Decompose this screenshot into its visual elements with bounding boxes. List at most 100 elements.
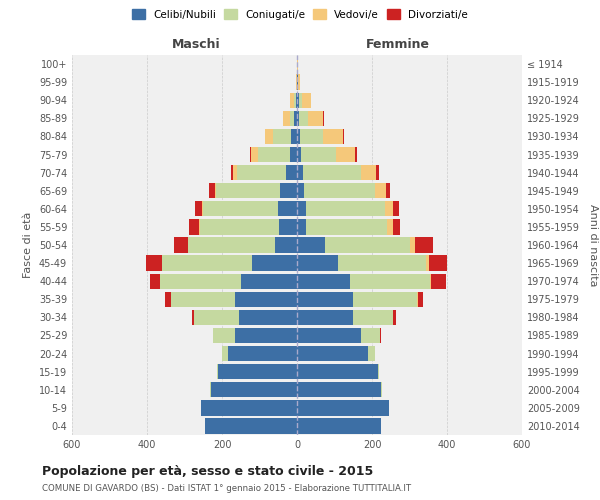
- Bar: [195, 201, 202, 216]
- Bar: [353, 292, 417, 307]
- Bar: [278, 201, 297, 216]
- Bar: [386, 183, 390, 198]
- Bar: [230, 165, 233, 180]
- Bar: [323, 110, 324, 126]
- Bar: [280, 183, 297, 198]
- Bar: [286, 165, 297, 180]
- Bar: [361, 328, 380, 343]
- Bar: [297, 219, 307, 234]
- Bar: [252, 256, 297, 271]
- Bar: [200, 219, 279, 234]
- Bar: [193, 310, 194, 325]
- Legend: Celibi/Nubili, Coniugati/e, Vedovi/e, Divorziati/e: Celibi/Nubili, Coniugati/e, Vedovi/e, Di…: [128, 5, 472, 24]
- Bar: [417, 292, 418, 307]
- Bar: [188, 238, 275, 252]
- Bar: [215, 183, 217, 198]
- Bar: [297, 382, 382, 398]
- Bar: [297, 128, 300, 144]
- Bar: [368, 346, 375, 362]
- Bar: [217, 364, 218, 380]
- Bar: [162, 256, 252, 271]
- Bar: [307, 219, 387, 234]
- Bar: [299, 92, 302, 108]
- Bar: [190, 219, 199, 234]
- Bar: [297, 292, 353, 307]
- Bar: [355, 147, 356, 162]
- Bar: [290, 92, 293, 108]
- Bar: [393, 310, 395, 325]
- Bar: [430, 274, 431, 289]
- Bar: [297, 201, 307, 216]
- Bar: [149, 274, 160, 289]
- Bar: [237, 165, 286, 180]
- Bar: [209, 183, 215, 198]
- Bar: [385, 201, 392, 216]
- Bar: [292, 128, 297, 144]
- Bar: [361, 165, 376, 180]
- Bar: [218, 364, 297, 380]
- Bar: [227, 346, 297, 362]
- Bar: [297, 328, 361, 343]
- Bar: [257, 147, 290, 162]
- Bar: [293, 92, 296, 108]
- Bar: [302, 165, 361, 180]
- Bar: [290, 147, 297, 162]
- Bar: [338, 256, 427, 271]
- Bar: [415, 238, 433, 252]
- Bar: [409, 238, 415, 252]
- Bar: [377, 364, 379, 380]
- Bar: [294, 110, 297, 126]
- Bar: [431, 274, 445, 289]
- Bar: [217, 183, 280, 198]
- Bar: [297, 92, 299, 108]
- Bar: [299, 110, 308, 126]
- Bar: [205, 418, 297, 434]
- Bar: [250, 147, 251, 162]
- Bar: [202, 201, 203, 216]
- Bar: [304, 183, 375, 198]
- Bar: [392, 201, 398, 216]
- Bar: [302, 92, 311, 108]
- Text: Popolazione per età, sesso e stato civile - 2015: Popolazione per età, sesso e stato civil…: [42, 465, 373, 478]
- Bar: [290, 110, 294, 126]
- Bar: [265, 128, 272, 144]
- Bar: [233, 165, 237, 180]
- Y-axis label: Fasce di età: Fasce di età: [23, 212, 33, 278]
- Bar: [251, 147, 257, 162]
- Bar: [325, 238, 409, 252]
- Bar: [194, 310, 239, 325]
- Bar: [297, 364, 377, 380]
- Bar: [239, 310, 297, 325]
- Bar: [214, 328, 235, 343]
- Text: Femmine: Femmine: [366, 38, 430, 51]
- Bar: [297, 256, 338, 271]
- Bar: [297, 238, 325, 252]
- Bar: [307, 201, 385, 216]
- Bar: [353, 310, 392, 325]
- Text: Maschi: Maschi: [172, 38, 220, 51]
- Bar: [300, 128, 323, 144]
- Bar: [235, 292, 297, 307]
- Bar: [297, 418, 382, 434]
- Bar: [283, 110, 290, 126]
- Bar: [298, 74, 300, 90]
- Bar: [392, 219, 400, 234]
- Bar: [297, 74, 298, 90]
- Bar: [212, 328, 214, 343]
- Bar: [349, 274, 430, 289]
- Bar: [297, 400, 389, 415]
- Bar: [376, 165, 379, 180]
- Text: COMUNE DI GAVARDO (BS) - Dati ISTAT 1° gennaio 2015 - Elaborazione TUTTITALIA.IT: COMUNE DI GAVARDO (BS) - Dati ISTAT 1° g…: [42, 484, 411, 493]
- Bar: [199, 219, 200, 234]
- Bar: [337, 147, 355, 162]
- Bar: [275, 238, 297, 252]
- Bar: [297, 310, 353, 325]
- Bar: [308, 110, 323, 126]
- Y-axis label: Anni di nascita: Anni di nascita: [588, 204, 598, 286]
- Bar: [418, 292, 423, 307]
- Bar: [279, 219, 297, 234]
- Bar: [174, 238, 187, 252]
- Bar: [297, 165, 302, 180]
- Bar: [187, 238, 188, 252]
- Bar: [241, 274, 297, 289]
